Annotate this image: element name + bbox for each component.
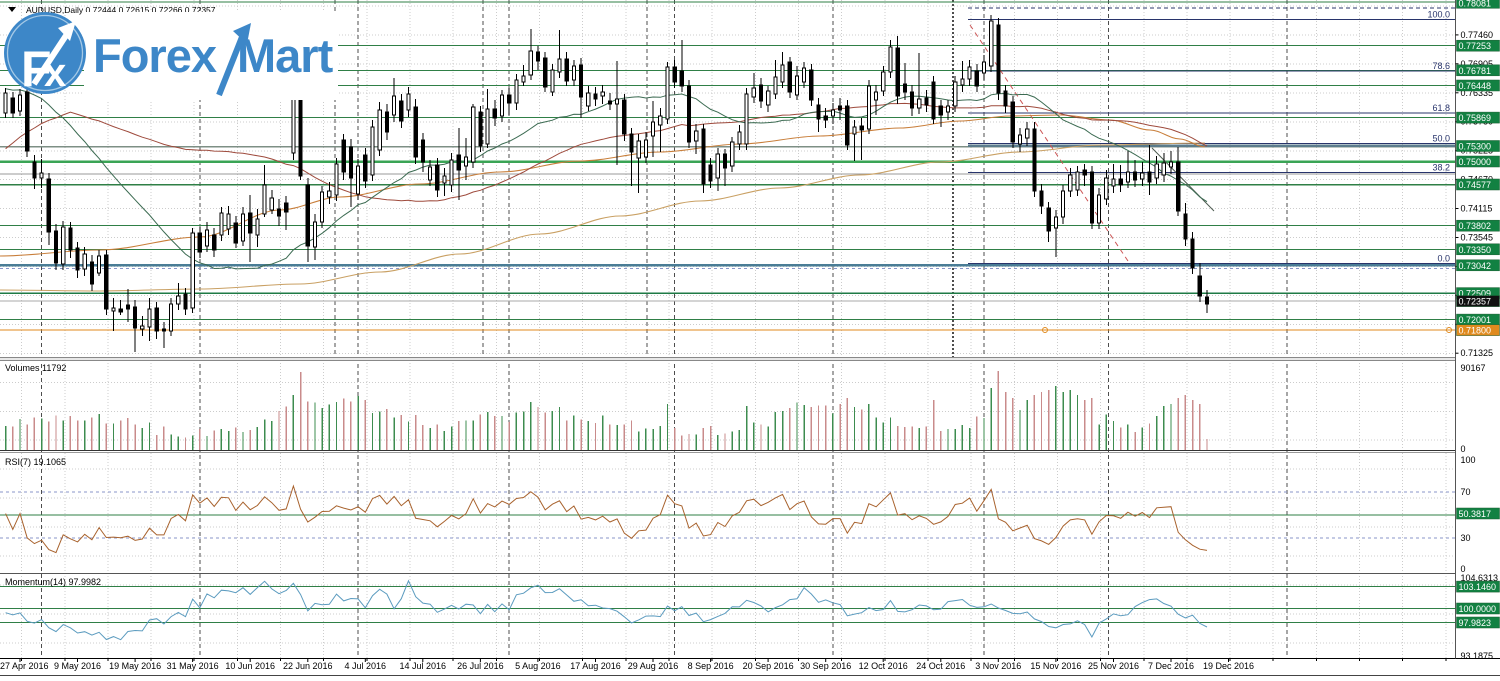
svg-text:0.78081: 0.78081 <box>1459 0 1492 8</box>
svg-text:0.72001: 0.72001 <box>1459 315 1492 325</box>
svg-text:61.8: 61.8 <box>1432 103 1450 113</box>
svg-text:0: 0 <box>1461 444 1466 454</box>
svg-text:30 Sep 2016: 30 Sep 2016 <box>800 661 851 671</box>
svg-text:19 May 2016: 19 May 2016 <box>109 661 161 671</box>
svg-text:19 Dec 2016: 19 Dec 2016 <box>1203 661 1254 671</box>
svg-text:38.2: 38.2 <box>1432 163 1450 173</box>
svg-text:26 Jul 2016: 26 Jul 2016 <box>457 661 504 671</box>
svg-text:0.75000: 0.75000 <box>1459 157 1492 167</box>
svg-text:3 Nov 2016: 3 Nov 2016 <box>975 661 1021 671</box>
svg-text:14 Jul 2016: 14 Jul 2016 <box>400 661 447 671</box>
svg-text:10 Jun 2016: 10 Jun 2016 <box>225 661 275 671</box>
svg-text:0.71325: 0.71325 <box>1461 348 1494 358</box>
svg-text:0.71800: 0.71800 <box>1459 326 1492 336</box>
svg-text:0.73802: 0.73802 <box>1459 221 1492 231</box>
svg-text:0.73042: 0.73042 <box>1459 261 1492 271</box>
svg-text:93.1875: 93.1875 <box>1461 651 1494 661</box>
svg-text:25 Nov 2016: 25 Nov 2016 <box>1088 661 1139 671</box>
svg-text:17 Aug 2016: 17 Aug 2016 <box>570 661 621 671</box>
svg-text:50.0: 50.0 <box>1432 134 1450 144</box>
svg-text:8 Sep 2016: 8 Sep 2016 <box>688 661 734 671</box>
svg-text:29 Aug 2016: 29 Aug 2016 <box>628 661 679 671</box>
svg-text:70: 70 <box>1461 487 1471 497</box>
svg-text:20 Sep 2016: 20 Sep 2016 <box>743 661 794 671</box>
svg-text:90167: 90167 <box>1461 363 1486 373</box>
svg-text:0.75300: 0.75300 <box>1459 142 1492 152</box>
svg-text:78.6: 78.6 <box>1432 61 1450 71</box>
svg-text:0.73545: 0.73545 <box>1461 233 1494 243</box>
svg-text:27 Apr 2016: 27 Apr 2016 <box>0 661 49 671</box>
svg-text:0.72357: 0.72357 <box>1459 297 1492 307</box>
svg-text:50.3817: 50.3817 <box>1459 509 1492 519</box>
svg-text:x: x <box>44 51 66 95</box>
svg-text:Forex: Forex <box>93 29 217 82</box>
svg-text:Momentum(14) 97.9982: Momentum(14) 97.9982 <box>5 577 101 587</box>
svg-text:7 Dec 2016: 7 Dec 2016 <box>1148 661 1194 671</box>
svg-text:0.76781: 0.76781 <box>1459 66 1492 76</box>
svg-text:0.77460: 0.77460 <box>1461 30 1494 40</box>
svg-text:4 Jul 2016: 4 Jul 2016 <box>345 661 387 671</box>
svg-text:5 Aug 2016: 5 Aug 2016 <box>515 661 561 671</box>
svg-text:Mart: Mart <box>237 29 334 82</box>
svg-text:0.76905: 0.76905 <box>1461 59 1494 69</box>
svg-text:Volumes 11792: Volumes 11792 <box>5 363 66 373</box>
svg-text:0.73350: 0.73350 <box>1459 245 1492 255</box>
svg-text:100: 100 <box>1461 455 1476 465</box>
svg-text:12 Oct 2016: 12 Oct 2016 <box>859 661 908 671</box>
svg-text:0.74577: 0.74577 <box>1459 180 1492 190</box>
svg-text:0.74115: 0.74115 <box>1461 204 1493 214</box>
svg-text:RSI(7) 19.1065: RSI(7) 19.1065 <box>5 457 66 467</box>
svg-text:100.0000: 100.0000 <box>1459 604 1497 614</box>
svg-text:0.76448: 0.76448 <box>1459 81 1492 91</box>
svg-text:103.1460: 103.1460 <box>1459 582 1497 592</box>
svg-text:0.72509: 0.72509 <box>1459 289 1492 299</box>
svg-text:100.0: 100.0 <box>1427 10 1450 20</box>
svg-text:31 May 2016: 31 May 2016 <box>167 661 219 671</box>
svg-text:AUDUSD,Daily 0.72444 0.72615: AUDUSD,Daily 0.72444 0.72615 0.72266 0.7… <box>26 5 216 15</box>
svg-text:0.0: 0.0 <box>1437 254 1450 264</box>
svg-text:0.75869: 0.75869 <box>1459 113 1492 123</box>
svg-text:0.76335: 0.76335 <box>1461 88 1494 98</box>
svg-text:0.77253: 0.77253 <box>1459 41 1492 51</box>
svg-text:97.9823: 97.9823 <box>1459 618 1492 628</box>
svg-text:15 Nov 2016: 15 Nov 2016 <box>1030 661 1081 671</box>
svg-text:22 Jun 2016: 22 Jun 2016 <box>283 661 333 671</box>
svg-text:104.6313: 104.6313 <box>1461 573 1499 583</box>
svg-text:30: 30 <box>1461 533 1471 543</box>
svg-text:9 May 2016: 9 May 2016 <box>54 661 101 671</box>
svg-text:24 Oct 2016: 24 Oct 2016 <box>916 661 965 671</box>
svg-text:0: 0 <box>1461 564 1466 574</box>
